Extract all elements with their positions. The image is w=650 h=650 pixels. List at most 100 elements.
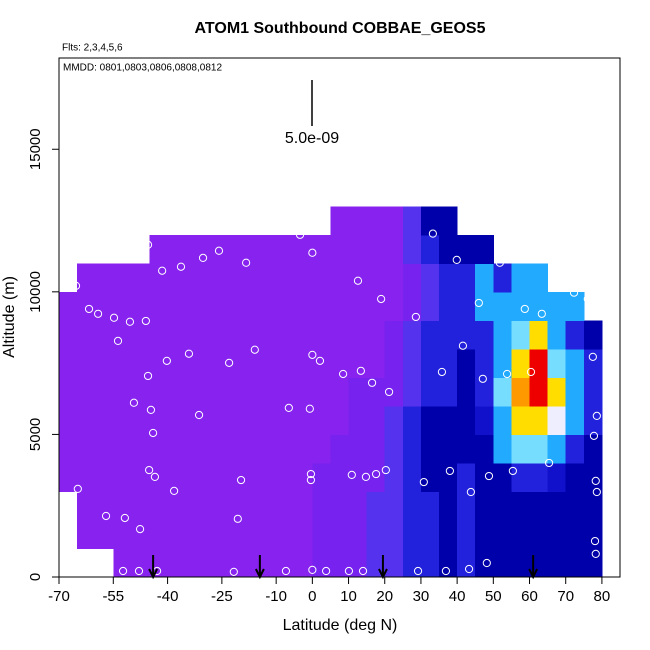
heatmap-cell	[330, 377, 350, 407]
heatmap-cell	[348, 519, 368, 550]
heatmap-cell	[420, 462, 440, 493]
sample-point	[214, 246, 224, 255]
heatmap-cell	[276, 348, 295, 378]
overlay	[71, 229, 601, 580]
heatmap-cell	[439, 434, 458, 464]
sample-point	[344, 566, 354, 576]
sample-point	[419, 477, 428, 487]
heatmap-cell	[583, 377, 603, 407]
sample-point	[315, 356, 325, 365]
heatmap-cell	[294, 291, 313, 321]
heatmap-cell	[457, 291, 476, 321]
y-tick-label: 5000	[27, 418, 44, 451]
y-tick-label: 15000	[27, 128, 44, 170]
sample-point	[384, 387, 394, 397]
heatmap-cell	[475, 348, 494, 378]
heatmap-cell	[294, 234, 313, 264]
chart-title: ATOM1 Southbound COBBAE_GEOS5	[195, 20, 486, 37]
heatmap-cell	[203, 320, 223, 350]
heatmap-cell	[493, 405, 513, 436]
sample-point	[377, 294, 386, 304]
heatmap-cell	[565, 462, 585, 493]
heatmap-cell	[77, 519, 96, 550]
heatmap-cell	[547, 434, 567, 464]
heatmap-cell	[529, 291, 549, 321]
heatmap-cell	[402, 491, 422, 521]
plot-frame	[58, 57, 621, 578]
heatmap-cell	[167, 320, 187, 350]
heatmap-cell	[493, 291, 513, 321]
heatmap-cell	[167, 377, 187, 407]
heatmap-cell	[384, 263, 404, 293]
heatmap-cell	[221, 377, 241, 407]
heatmap-cell	[330, 206, 350, 236]
heatmap-cell	[95, 405, 114, 436]
heatmap-cell	[348, 206, 368, 236]
heatmap-cell	[276, 519, 295, 550]
dates-label: MMDD: 0801,0803,0806,0808,0812	[63, 63, 222, 74]
heatmap-cell	[547, 462, 567, 493]
sample-point	[458, 341, 468, 350]
heatmap-cell	[203, 434, 223, 464]
x-tick-label: 80	[594, 588, 611, 605]
heatmap-cell	[384, 348, 404, 378]
heatmap-cell	[493, 320, 513, 350]
heatmap-cell	[113, 348, 132, 378]
heatmap-cell	[420, 348, 440, 378]
heatmap-cell	[511, 291, 531, 321]
heatmap-cell	[402, 434, 422, 464]
sample-point	[169, 486, 179, 495]
heatmap-cell	[439, 405, 458, 436]
heatmap-cell	[221, 234, 241, 264]
heatmap-cell	[420, 263, 440, 293]
heatmap-cell	[312, 405, 332, 436]
heatmap-cell	[475, 548, 494, 578]
heatmap-cell	[493, 348, 513, 378]
heatmap-cell	[276, 234, 295, 264]
heatmap-cell	[529, 519, 549, 550]
heatmap-cell	[348, 548, 368, 578]
heatmap-cell	[221, 519, 241, 550]
heatmap-cell	[95, 491, 114, 521]
heatmap-cell	[493, 434, 513, 464]
heatmap-cell	[330, 291, 350, 321]
x-tick-label: -25	[211, 588, 233, 605]
heatmap-cell	[294, 263, 313, 293]
heatmap-cell	[439, 263, 458, 293]
heatmap-cell	[547, 491, 567, 521]
sample-point	[452, 255, 461, 264]
heatmap-cell	[330, 462, 350, 493]
heatmap-cell	[113, 405, 132, 436]
heatmap-cell	[457, 462, 476, 493]
heatmap-cell	[529, 348, 549, 378]
heatmap-cell	[511, 548, 531, 578]
sample-point	[113, 336, 123, 345]
heatmap-cell	[439, 291, 458, 321]
heatmap-cell	[258, 377, 277, 407]
sample-point	[592, 487, 601, 497]
heatmap-cell	[203, 291, 223, 321]
heatmap-cell	[167, 263, 187, 293]
heatmap-cell	[239, 291, 259, 321]
heatmap-cell	[239, 234, 259, 264]
heatmap-cell	[402, 206, 422, 236]
heatmap-cell	[420, 206, 440, 236]
heatmap-cell	[348, 462, 368, 493]
sample-point	[361, 472, 371, 482]
heatmap-cell	[294, 491, 313, 521]
heatmap-cell	[565, 548, 585, 578]
heatmap-cell	[131, 491, 151, 521]
sample-point	[484, 471, 494, 481]
heatmap-cell	[239, 405, 259, 436]
heatmap-cell	[384, 434, 404, 464]
heatmap-cell	[258, 263, 277, 293]
heatmap-cell	[294, 462, 313, 493]
heatmap-cell	[149, 405, 169, 436]
heatmap-cell	[384, 234, 404, 264]
heatmap-cell	[384, 291, 404, 321]
x-tick-label: 0	[308, 588, 316, 605]
sample-point	[428, 229, 437, 238]
heatmap-cell	[330, 263, 350, 293]
x-tick-label: 40	[449, 588, 466, 605]
sample-point	[583, 294, 592, 304]
